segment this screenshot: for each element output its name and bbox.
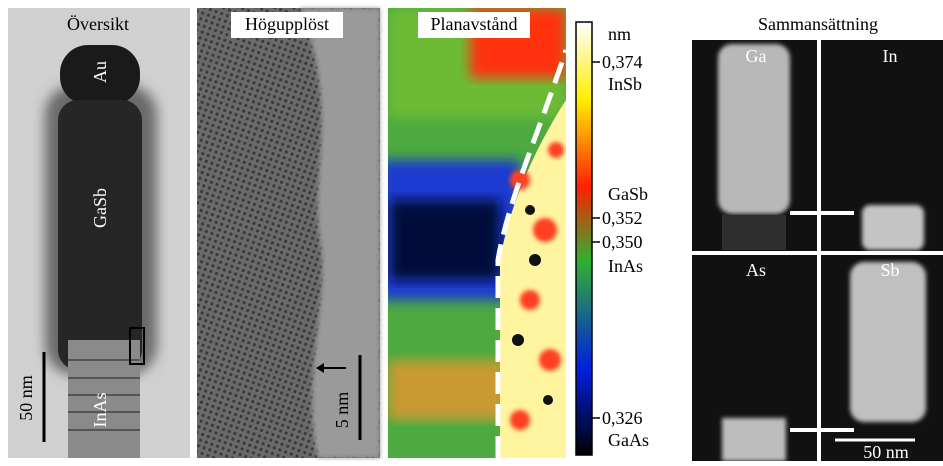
figure: Översikt Au GaSb InAs 50 nm Högupplöst 5…	[0, 0, 943, 461]
material-label: GaAs	[608, 430, 649, 450]
panel-title: Planavstånd	[431, 14, 518, 34]
map-label: As	[746, 260, 766, 280]
colorbar-tick-label: 0,374	[602, 52, 643, 72]
map-label: Ga	[746, 46, 767, 66]
region-label: Au	[90, 61, 110, 83]
composition-panel: Sammansättning Ga In As Sb 50 nm	[692, 14, 943, 461]
scale-bar-label: 50 nm	[863, 442, 909, 461]
panel-title: Högupplöst	[245, 14, 329, 34]
panel-title: Översikt	[67, 14, 129, 34]
overview-panel: Översikt Au GaSb InAs 50 nm	[8, 8, 190, 458]
scale-bar-label: 50 nm	[16, 375, 36, 421]
colorbar-tick-label: 0,326	[602, 408, 643, 428]
material-label: InAs	[608, 256, 643, 276]
region-label: InAs	[90, 393, 110, 428]
map-label: In	[883, 46, 898, 66]
panel-title: Sammansättning	[758, 14, 878, 34]
region-label: GaSb	[90, 188, 110, 228]
colorbar-tick-label: 0,350	[602, 232, 643, 252]
map-label: Sb	[880, 260, 899, 280]
colorbar-unit: nm	[608, 24, 631, 44]
scale-bar-label: 5 nm	[332, 392, 352, 429]
material-label: GaSb	[608, 184, 648, 204]
colorbar: nm 0,374 InSb GaSb 0,352 0,350 InAs 0,32…	[576, 22, 649, 455]
hr-panel: Högupplöst 5 nm	[197, 8, 380, 458]
spacing-panel: Planavstånd	[380, 8, 566, 458]
material-label: InSb	[608, 74, 642, 94]
colorbar-tick-label: 0,352	[602, 208, 643, 228]
